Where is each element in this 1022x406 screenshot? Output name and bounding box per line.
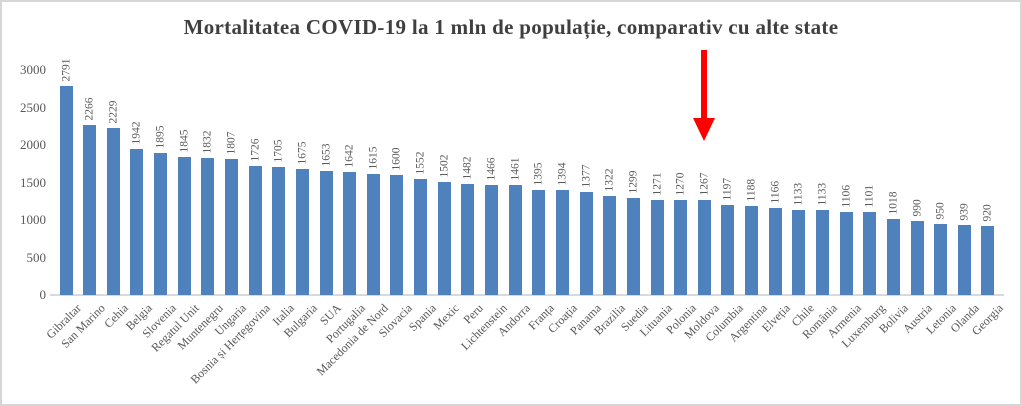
arrow-shaft <box>701 50 708 120</box>
bar-value-label: 1832 <box>201 130 214 153</box>
bar-value-label: 1106 <box>840 184 853 207</box>
bar <box>485 185 499 295</box>
bar <box>461 184 475 295</box>
bar <box>83 125 97 295</box>
y-axis-tick-label: 500 <box>26 249 47 265</box>
bar <box>981 226 995 295</box>
y-axis-tick-label: 0 <box>39 287 47 302</box>
bar <box>532 190 546 295</box>
bar-value-label: 950 <box>934 201 947 219</box>
bar <box>390 175 404 295</box>
bar <box>839 212 853 295</box>
bar-value-label: 1845 <box>178 129 191 152</box>
bar <box>248 166 262 295</box>
red-arrow-annotation <box>693 50 716 141</box>
bar-value-label: 1133 <box>816 182 829 205</box>
bar-value-label: 939 <box>958 202 971 220</box>
bar <box>130 149 144 295</box>
bar <box>579 192 593 295</box>
bar <box>295 169 309 295</box>
bar-value-label: 1615 <box>367 146 380 169</box>
bar-value-label: 1133 <box>792 182 805 205</box>
bar-value-label: 2266 <box>83 97 96 120</box>
bar-value-label: 990 <box>911 198 924 216</box>
bar-value-label: 920 <box>981 203 994 221</box>
bar-value-label: 1197 <box>721 177 734 200</box>
bar <box>815 210 829 295</box>
bar-value-label: 1552 <box>414 151 427 174</box>
bar-value-label: 1895 <box>154 125 167 148</box>
bar <box>934 224 948 295</box>
bar <box>414 179 428 295</box>
bar <box>792 210 806 295</box>
bar <box>319 171 333 295</box>
bar-value-label: 1166 <box>769 180 782 203</box>
bar-value-label: 1018 <box>887 191 900 214</box>
bar-value-label: 1322 <box>603 168 616 191</box>
bar-value-label: 1461 <box>509 157 522 180</box>
bar-value-label: 1807 <box>225 131 238 154</box>
y-axis-tick-label: 1500 <box>20 174 46 190</box>
bar <box>768 208 782 295</box>
bar-value-label: 1642 <box>343 144 356 167</box>
bar-value-label: 1653 <box>320 143 333 166</box>
y-axis-tick-label: 3000 <box>20 62 46 77</box>
bar <box>437 182 451 295</box>
bar <box>603 196 617 295</box>
bar <box>366 174 380 295</box>
arrow-head <box>693 118 716 141</box>
y-axis-tick-label: 1000 <box>20 212 46 227</box>
bar-value-label: 1394 <box>556 162 569 185</box>
y-axis-tick-label: 2000 <box>20 137 46 152</box>
bar <box>745 206 759 295</box>
chart-title: Mortalitatea COVID-19 la 1 mln de popula… <box>183 15 839 39</box>
bar <box>626 198 640 295</box>
bar-value-label: 1705 <box>272 139 285 162</box>
bar <box>508 185 522 295</box>
bar <box>555 190 569 295</box>
y-axis-tick-label: 2500 <box>20 99 46 115</box>
bar <box>154 153 168 295</box>
bar-value-label: 1188 <box>745 178 758 201</box>
bar <box>343 172 357 295</box>
bar <box>697 200 711 295</box>
bar-value-label: 1377 <box>580 164 593 187</box>
bar <box>650 200 664 295</box>
bar-value-label: 1299 <box>627 170 640 193</box>
bar-value-label: 1942 <box>130 121 143 144</box>
x-axis-line <box>50 294 1004 296</box>
bar <box>721 205 735 295</box>
bar <box>272 167 286 295</box>
bar <box>59 86 73 295</box>
bar-value-label: 1267 <box>698 172 711 195</box>
bar <box>106 128 120 295</box>
bar <box>224 159 238 295</box>
bar <box>886 219 900 295</box>
bar-value-label: 1600 <box>390 147 403 170</box>
bar-value-label: 1482 <box>461 156 474 179</box>
bar-value-label: 1675 <box>296 141 309 164</box>
bar-value-label: 1726 <box>249 138 262 161</box>
bar <box>957 225 971 295</box>
bar-value-label: 2229 <box>107 100 120 123</box>
bar-value-label: 1502 <box>438 154 451 177</box>
bar-value-label: 1466 <box>485 157 498 180</box>
bar <box>863 212 877 295</box>
bar-value-label: 1395 <box>532 162 545 185</box>
bar <box>177 157 191 295</box>
bar <box>674 200 688 295</box>
bar-value-label: 2791 <box>60 58 72 81</box>
bar <box>201 158 215 295</box>
bar <box>910 221 924 295</box>
bar-value-label: 1271 <box>651 172 663 195</box>
bar-value-label: 1101 <box>863 184 876 207</box>
bar-value-label: 1270 <box>674 172 687 195</box>
